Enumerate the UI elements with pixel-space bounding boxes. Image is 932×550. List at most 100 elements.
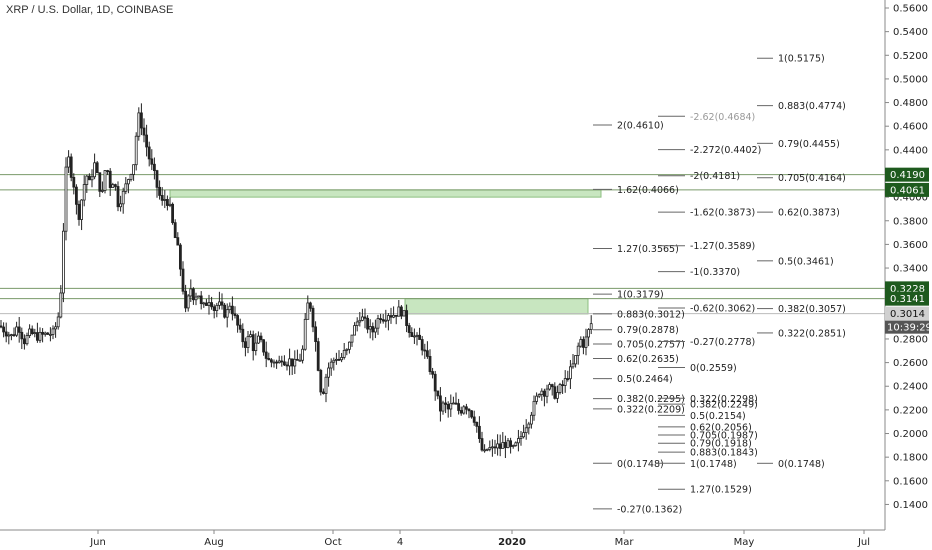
candle-body bbox=[215, 304, 219, 311]
y-tick-label: 0.2000 bbox=[893, 429, 928, 440]
candle bbox=[477, 416, 481, 443]
y-tick-label: 0.4800 bbox=[893, 98, 928, 109]
candle-body bbox=[9, 334, 13, 337]
candle bbox=[444, 397, 448, 414]
candle-body bbox=[288, 358, 292, 367]
candle bbox=[108, 168, 112, 196]
candle-body bbox=[184, 290, 188, 309]
candle bbox=[389, 307, 393, 324]
candle-body bbox=[186, 295, 190, 309]
candle bbox=[574, 355, 577, 368]
candle bbox=[394, 314, 398, 325]
candle-body bbox=[298, 359, 302, 362]
y-tick-label: 0.4600 bbox=[893, 122, 928, 133]
candle bbox=[189, 279, 193, 302]
candle-body bbox=[59, 292, 63, 318]
candle-body bbox=[485, 448, 489, 451]
candle-body bbox=[0, 325, 3, 328]
candle bbox=[134, 132, 138, 171]
candle-body bbox=[582, 339, 585, 348]
candle bbox=[446, 401, 450, 418]
candle-body bbox=[103, 170, 107, 191]
candle-body bbox=[85, 175, 89, 185]
candle-body bbox=[441, 402, 445, 412]
price-box-bg bbox=[885, 182, 929, 197]
y-tick-label: 0.5000 bbox=[893, 74, 928, 85]
y-tick-label: 0.4000 bbox=[893, 193, 928, 204]
candle-body bbox=[340, 357, 344, 361]
highlight-zone bbox=[404, 298, 589, 315]
candle bbox=[493, 439, 497, 455]
candle bbox=[72, 173, 76, 195]
candle-body bbox=[498, 443, 502, 449]
candle bbox=[589, 315, 593, 335]
candle-body bbox=[420, 339, 424, 351]
candle bbox=[517, 429, 520, 452]
candle-body bbox=[301, 348, 305, 361]
candle-body bbox=[220, 301, 224, 306]
candle-body bbox=[269, 359, 273, 363]
candle-body bbox=[576, 345, 580, 356]
candle bbox=[46, 332, 50, 335]
candle bbox=[210, 296, 214, 310]
fib-level-label: 0.883(0.1843) bbox=[690, 448, 758, 459]
candle-body bbox=[49, 334, 52, 336]
candle bbox=[124, 177, 128, 195]
candle-body bbox=[389, 315, 393, 318]
candle bbox=[360, 308, 364, 322]
candle-body bbox=[17, 326, 21, 333]
candle bbox=[215, 302, 219, 318]
candle-body bbox=[114, 184, 117, 187]
candle-body bbox=[480, 438, 484, 451]
candle bbox=[103, 170, 107, 194]
candle bbox=[306, 295, 310, 320]
candle-body bbox=[121, 190, 125, 205]
candle bbox=[371, 322, 375, 341]
candle bbox=[587, 328, 590, 347]
candle bbox=[498, 434, 502, 457]
candle bbox=[480, 431, 484, 452]
candle-body bbox=[579, 339, 583, 347]
fib-level-label: 1(0.5175) bbox=[778, 54, 825, 65]
candle-body bbox=[514, 442, 518, 446]
fib-level-label: 0(0.1748) bbox=[617, 459, 664, 470]
candle-body bbox=[496, 443, 500, 449]
candle bbox=[4, 322, 8, 343]
fib-level-label: -2(0.4181) bbox=[690, 171, 740, 182]
candle-body bbox=[342, 349, 346, 358]
fib-level-label: -0.27(0.2778) bbox=[690, 337, 755, 348]
candle-body bbox=[436, 390, 440, 397]
fib-level-label: 1.27(0.1529) bbox=[690, 485, 752, 496]
candle-body bbox=[337, 358, 341, 361]
candle-body bbox=[119, 203, 122, 208]
candle bbox=[17, 316, 21, 343]
candle bbox=[145, 124, 149, 157]
candle bbox=[407, 322, 411, 338]
candle-body bbox=[501, 442, 505, 449]
candle-body bbox=[75, 186, 78, 205]
fib-level-label: 0.5(0.2464) bbox=[617, 374, 673, 385]
fib-level-label: 0.79(0.2878) bbox=[617, 325, 679, 336]
candle bbox=[431, 367, 435, 379]
candle-body bbox=[280, 360, 284, 363]
candle-body bbox=[425, 350, 429, 357]
candle bbox=[111, 182, 115, 188]
candle-body bbox=[353, 325, 357, 336]
fib-level-label: 0.705(0.1987) bbox=[690, 431, 758, 442]
candle-body bbox=[178, 244, 182, 270]
candle-body bbox=[290, 358, 294, 367]
candle-body bbox=[464, 406, 468, 410]
candle bbox=[241, 323, 245, 348]
candle-body bbox=[376, 318, 380, 329]
candle bbox=[228, 302, 232, 314]
candle bbox=[51, 325, 55, 340]
candle bbox=[233, 306, 237, 319]
y-tick-label: 0.4400 bbox=[893, 145, 928, 156]
candle bbox=[269, 358, 273, 368]
candle bbox=[225, 303, 229, 328]
candle bbox=[503, 435, 507, 459]
candle-body bbox=[191, 288, 195, 301]
y-tick-label: 0.2800 bbox=[893, 334, 928, 345]
candle bbox=[368, 319, 372, 339]
